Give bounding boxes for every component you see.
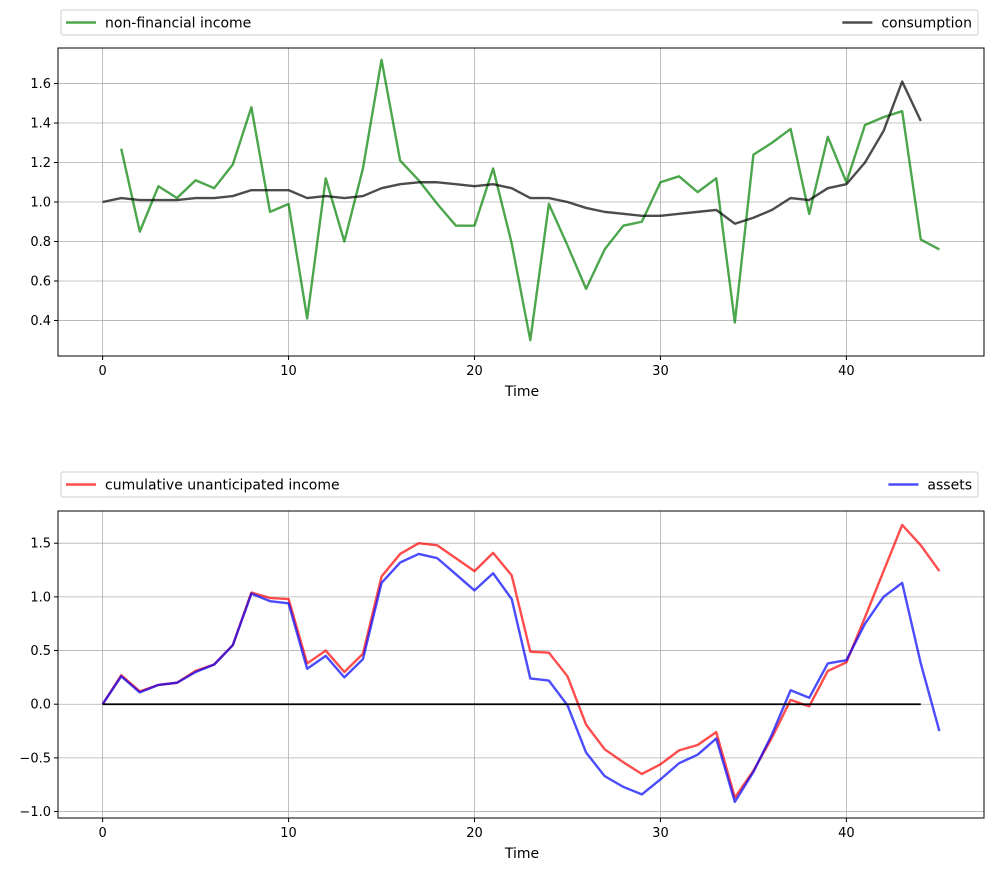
y-tick-label: 0.8 [30,235,51,250]
legend-label: assets [927,478,972,494]
y-tick-label: 0.0 [30,698,51,713]
x-tick-label: 20 [466,826,483,841]
legend-box [60,9,979,36]
y-tick-label: 1.6 [30,77,51,92]
x-tick-label: 30 [652,826,669,841]
y-tick-label: 1.4 [30,117,51,132]
legend-label: non-financial income [105,16,251,32]
x-tick-label: 10 [280,826,297,841]
series-line-consumption [102,80,922,225]
legend-item-consumption: consumption [842,16,972,32]
x-tick-label: 20 [466,364,483,379]
x-tick-label: 30 [652,364,669,379]
y-tick-label: 1.0 [30,196,51,211]
y-tick-label: 1.0 [30,590,51,605]
bottom-chart-panel: 0 10 20 30 40 −1.0 −0.5 0.0 0.5 1.0 1.5 Time cumulat… [19,471,985,862]
x-tick-label: 0 [98,826,106,841]
y-tick-label: 0.6 [30,274,51,289]
y-tick-label: 0.4 [30,314,51,329]
y-tick-label: −1.0 [19,805,51,820]
x-axis-label: Time [504,384,539,400]
legend: non-financial income consumption [60,9,979,36]
series-line-non-financial-income [120,58,940,342]
y-tick-label: −0.5 [19,751,51,766]
x-tick-label: 10 [280,364,297,379]
y-tick-label: 0.5 [30,644,51,659]
legend: cumulative unanticipated income assets [60,471,979,498]
plot-frame [57,510,985,819]
legend-label: consumption [881,16,972,32]
legend-label: cumulative unanticipated income [105,478,340,494]
top-chart-panel: 0 10 20 30 40 0.4 0.6 0.8 1.0 1.2 1.4 1.6 Time non-fi… [30,9,985,400]
y-tick-label: 1.2 [30,156,51,171]
x-tick-label: 40 [838,826,855,841]
legend-item-assets: assets [888,478,972,494]
y-tick-label: 1.5 [30,537,51,552]
legend-item-cumulative-unanticipated-income: cumulative unanticipated income [66,478,340,494]
legend-item-non-financial-income: non-financial income [66,16,251,32]
x-tick-label: 40 [838,364,855,379]
legend-box [60,471,979,498]
x-axis-label: Time [504,846,539,862]
x-tick-label: 0 [98,364,106,379]
series-line-assets [101,552,941,804]
